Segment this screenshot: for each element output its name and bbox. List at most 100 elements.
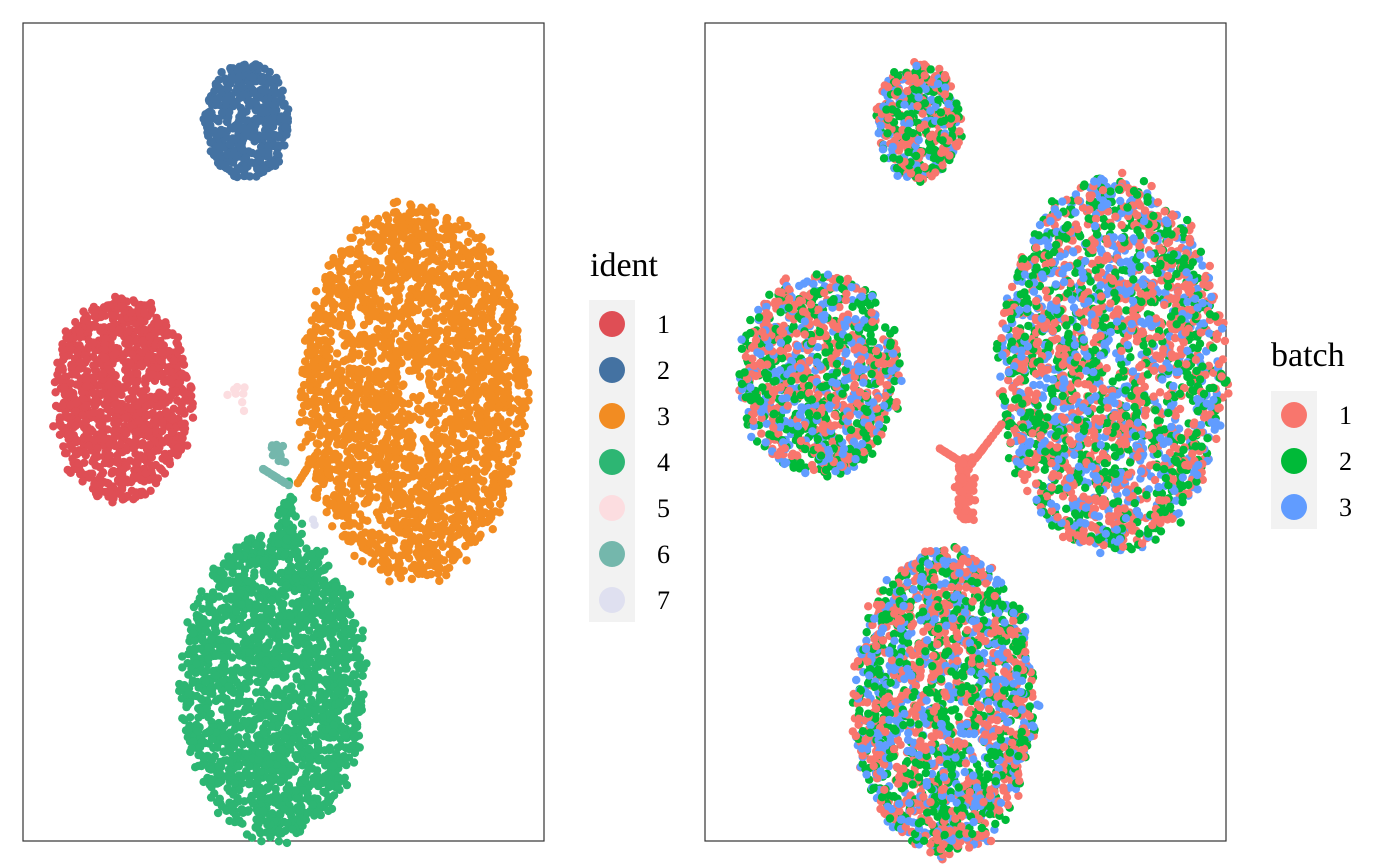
ident-2-point: [254, 61, 264, 71]
ident-3-point: [483, 454, 492, 463]
ident-1-point: [101, 304, 111, 313]
ident-3-point: [366, 548, 375, 557]
ident-2-point: [237, 138, 247, 147]
ident-3-point: [446, 374, 455, 383]
ident-3-point: [390, 329, 400, 338]
ident-3-point: [398, 269, 408, 278]
ident-3-point: [396, 283, 405, 292]
ident-2-point: [251, 96, 260, 105]
ident-3-point: [443, 325, 452, 334]
ident-3-point: [462, 409, 471, 418]
ident-3-point: [410, 510, 419, 520]
ident-2-point: [239, 90, 248, 99]
ident-3-point: [462, 317, 471, 327]
ident-3-point: [480, 485, 489, 494]
ident-1-point: [161, 407, 171, 416]
ident-4-point: [250, 568, 259, 577]
ident-3-point: [440, 385, 450, 394]
ident-1-point: [114, 325, 124, 334]
ident-1-point: [167, 379, 176, 388]
ident-3-point: [504, 308, 513, 317]
ident-3-point: [486, 247, 495, 256]
ident-3-point: [500, 355, 510, 365]
ident-3-point: [407, 494, 416, 503]
ident-3-point: [349, 350, 358, 360]
ident-3-point: [355, 440, 365, 449]
ident-3-point: [431, 314, 440, 323]
ident-1-point: [136, 475, 146, 485]
ident-3-point: [306, 385, 315, 395]
ident-3-point: [447, 515, 456, 524]
ident-3-point: [383, 213, 392, 222]
ident-2-point: [265, 67, 274, 77]
ident-3-point: [463, 270, 473, 279]
ident-3-point: [405, 348, 415, 357]
ident-3-point: [350, 551, 359, 561]
ident-1-point: [78, 469, 87, 479]
ident-3-point: [405, 291, 414, 301]
ident-3-point: [383, 464, 393, 473]
ident-1-point: [98, 469, 107, 478]
ident-3-point: [440, 519, 449, 528]
ident-3-point: [353, 386, 363, 395]
ident-3-point: [501, 284, 510, 293]
ident-3-point: [311, 411, 320, 420]
ident-1-point: [178, 354, 187, 363]
ident-3-point: [375, 413, 384, 422]
ident-3-point: [382, 442, 392, 452]
ident-3-point: [417, 406, 426, 416]
ident-2-point: [257, 74, 266, 84]
ident-2-point: [249, 88, 258, 97]
ident-1-point: [146, 400, 155, 409]
ident-2-point: [237, 82, 246, 92]
ident-1-point: [119, 356, 128, 365]
ident-3-point: [486, 390, 495, 400]
ident-3-point: [504, 448, 513, 458]
ident-1-point: [169, 414, 179, 423]
ident-2-point: [257, 147, 266, 157]
ident-3-point: [453, 365, 462, 374]
ident-3-point: [371, 338, 380, 347]
ident-1-point: [157, 466, 167, 475]
ident-3-point: [454, 505, 464, 515]
ident-1-point: [171, 387, 181, 396]
ident-3-point: [406, 518, 416, 527]
ident-3-point: [501, 342, 510, 351]
ident-3-point: [496, 499, 505, 509]
ident-1-point: [63, 465, 72, 475]
ident-3-point: [336, 268, 345, 277]
ident-3-point: [316, 304, 326, 314]
ident-3-point: [358, 515, 368, 524]
ident-3-point: [413, 252, 422, 261]
ident-1-point: [158, 426, 167, 436]
ident-3-point: [306, 432, 315, 442]
ident-4-point: [358, 626, 367, 635]
ident-3-point: [398, 381, 407, 391]
ident-1-point: [145, 332, 154, 342]
ident-2-point: [247, 158, 256, 167]
ident-3-point: [376, 240, 385, 250]
ident-1-point: [121, 413, 130, 422]
ident-3-point: [418, 511, 427, 520]
ident-points: [49, 60, 533, 848]
ident-3-point: [424, 308, 433, 317]
ident-3-point: [345, 521, 354, 530]
ident-2-point: [223, 95, 232, 104]
ident-3-point: [372, 428, 381, 437]
ident-3-point: [340, 341, 349, 350]
ident-3-point: [468, 509, 477, 518]
ident-2-point: [220, 161, 229, 170]
ident-4-point: [274, 837, 284, 846]
ident-3-point: [355, 451, 364, 461]
ident-3-point: [356, 460, 365, 469]
ident-3-point: [447, 255, 457, 265]
ident-3-point: [485, 284, 495, 294]
ident-3-point: [475, 242, 485, 251]
ident-3-point: [356, 539, 366, 548]
ident-3-point: [477, 283, 486, 292]
ident-2-point: [274, 132, 283, 142]
ident-2-point: [255, 116, 264, 126]
ident-3-point: [373, 395, 382, 404]
ident-3-point: [486, 399, 496, 408]
ident-1-point: [117, 302, 127, 311]
